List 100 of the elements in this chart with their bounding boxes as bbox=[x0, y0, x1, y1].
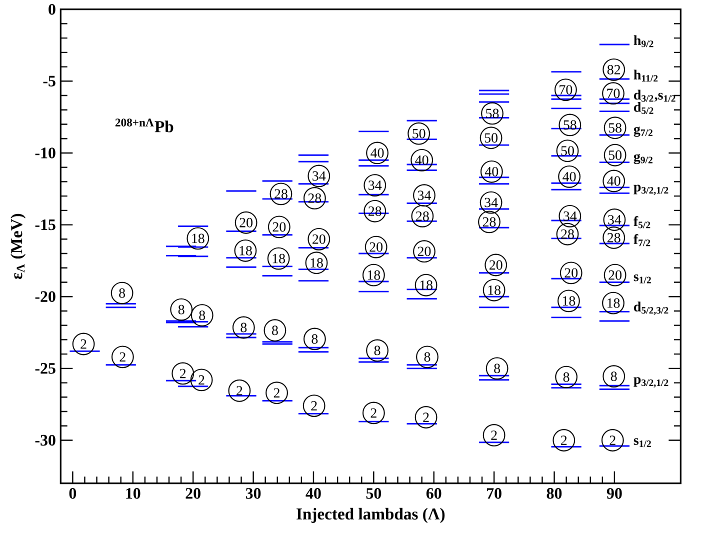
x-tick-label: 70 bbox=[487, 488, 502, 499]
annotation: p$_{3/2,1/2}$ bbox=[634, 184, 668, 195]
annotation: d$_{5/2,3/2}$ bbox=[634, 302, 668, 316]
annotation: 18 bbox=[420, 280, 432, 290]
annotation: 50 bbox=[484, 133, 498, 143]
annotation: 40 bbox=[562, 172, 576, 182]
x-tick-label: 20 bbox=[186, 488, 200, 499]
annotation: 70 bbox=[607, 88, 620, 98]
annotation: 34 bbox=[564, 211, 577, 221]
annotation: 2 bbox=[80, 339, 86, 349]
annotation: h$_{9/2}$ bbox=[634, 35, 654, 48]
annotation: 20 bbox=[564, 268, 578, 278]
x-tick-label: 30 bbox=[246, 488, 261, 499]
annotation: f$_{5/2}$ bbox=[634, 216, 650, 228]
y-tick-label: -20 bbox=[35, 291, 56, 302]
annotation: 70 bbox=[560, 85, 572, 94]
annotation: 28 bbox=[561, 229, 574, 239]
annotation: g$_{9/2}$ bbox=[634, 154, 652, 164]
annotation: 8 bbox=[240, 322, 247, 332]
annotation: 20 bbox=[240, 218, 253, 228]
annotation: 8 bbox=[272, 326, 278, 336]
annotation: 34 bbox=[312, 171, 326, 181]
y-tick-label: 0 bbox=[48, 4, 56, 15]
annotation: 20 bbox=[418, 246, 431, 256]
annotation: 8 bbox=[563, 372, 570, 382]
annotation: 18 bbox=[272, 254, 286, 264]
annotation: 2 bbox=[610, 436, 616, 445]
annotation: 82 bbox=[607, 64, 620, 74]
x-tick-label: 80 bbox=[546, 488, 562, 499]
annotation: 50 bbox=[561, 146, 574, 156]
annotation: 2 bbox=[491, 430, 497, 440]
annotation: s$_{1/2}$ bbox=[634, 438, 651, 448]
annotation: 2 bbox=[423, 412, 429, 422]
annotation: 2 bbox=[120, 352, 126, 362]
annotation: 2 bbox=[561, 436, 567, 445]
annotation: 40 bbox=[415, 155, 428, 165]
annotation: p$_{3/2,1/2}$ bbox=[634, 377, 668, 388]
y-tick-label: -5 bbox=[43, 76, 56, 86]
annotation: 2 bbox=[236, 386, 242, 396]
x-tick-label: 40 bbox=[306, 488, 321, 499]
annotation: 8 bbox=[199, 310, 206, 320]
x-axis-title: Injected lambdas (Λ) bbox=[296, 508, 445, 523]
annotation: 28 bbox=[607, 233, 620, 242]
annotation: 34 bbox=[368, 180, 382, 190]
annotation: 18 bbox=[192, 234, 204, 244]
annotation: s$_{1/2}$ bbox=[634, 274, 651, 284]
annotation: 2 bbox=[370, 408, 376, 418]
annotation: 8 bbox=[178, 304, 184, 314]
y-tick-label: -25 bbox=[35, 363, 56, 374]
annotation: 20 bbox=[312, 234, 326, 244]
annotation: f$_{7/2}$ bbox=[634, 234, 650, 246]
annotation: 18 bbox=[488, 285, 501, 295]
annotation: 2 bbox=[274, 388, 280, 398]
annotation: 2 bbox=[311, 401, 317, 410]
x-tick-label: 90 bbox=[606, 488, 622, 499]
annotation: 40 bbox=[484, 166, 498, 176]
annotation: 20 bbox=[370, 242, 383, 252]
x-tick-label: 0 bbox=[69, 488, 76, 499]
annotation: 40 bbox=[370, 148, 384, 158]
annotation: 58 bbox=[564, 120, 576, 130]
annotation: 50 bbox=[412, 128, 426, 138]
y-tick-label: -30 bbox=[35, 434, 56, 446]
y-tick-label: -10 bbox=[35, 148, 56, 158]
annotation: 8 bbox=[494, 364, 500, 374]
annotation: 8 bbox=[424, 352, 430, 362]
annotation: 58 bbox=[608, 123, 622, 133]
annotation: 58 bbox=[486, 108, 499, 118]
annotation: 40 bbox=[607, 176, 620, 186]
annotation: 8 bbox=[374, 346, 380, 356]
annotation: 8 bbox=[610, 372, 617, 382]
x-tick-label: 60 bbox=[426, 488, 442, 499]
x-tick-label: 50 bbox=[366, 488, 382, 499]
annotation: d$_{5/2}$ bbox=[634, 102, 654, 114]
annotation: 18 bbox=[608, 298, 620, 308]
annotation: 2 bbox=[198, 375, 204, 385]
annotation: 20 bbox=[490, 260, 502, 270]
annotation: 2 bbox=[180, 368, 186, 378]
annotation: 34 bbox=[608, 215, 622, 224]
annotation: 34 bbox=[484, 198, 498, 208]
annotation: 18 bbox=[368, 270, 380, 280]
annotation: 28 bbox=[274, 189, 288, 199]
annotation: $^{208+nΛ}$Pb bbox=[115, 118, 174, 132]
annotation: 34 bbox=[418, 190, 431, 200]
annotation: g$_{7/2}$ bbox=[634, 126, 652, 137]
annotation: 50 bbox=[608, 150, 622, 160]
annotation: 28 bbox=[416, 211, 429, 221]
annotation: 18 bbox=[240, 246, 252, 256]
annotation: 18 bbox=[562, 296, 576, 306]
y-tick-label: -15 bbox=[35, 219, 56, 230]
x-tick-label: 10 bbox=[126, 488, 140, 499]
annotation: h$_{11/2}$ bbox=[634, 70, 658, 82]
annotation: d$_{3/2}$,s$_{1/2}$ bbox=[634, 90, 676, 102]
annotation: 18 bbox=[310, 258, 323, 268]
annotation: 8 bbox=[312, 334, 318, 344]
annotation: 20 bbox=[272, 222, 286, 232]
annotation: 28 bbox=[308, 194, 322, 203]
annotation: 28 bbox=[482, 217, 496, 227]
annotation: 20 bbox=[608, 270, 622, 280]
y-axis-title: ε$_{Λ}$ (MeV) bbox=[10, 214, 26, 280]
annotation: 8 bbox=[119, 288, 126, 298]
